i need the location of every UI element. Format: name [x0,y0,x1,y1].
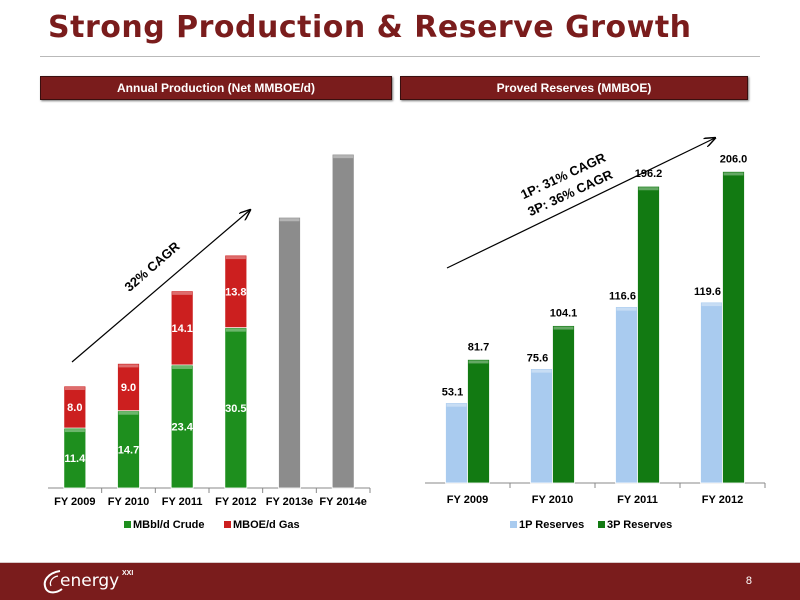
production-chart-header: Annual Production (Net MMBOE/d) [40,76,392,100]
reserves-3p-value: 104.1 [550,308,578,320]
production-x-tick-label: FY 2011 [162,496,203,508]
reserves-3p-bar-highlight [723,172,744,176]
reserves-3p-bar-highlight [553,326,574,330]
production-gas-value: 9.0 [121,382,136,394]
footer-bar: energy XXI 8 [0,563,800,600]
reserves-x-tick-label: FY 2010 [532,494,573,506]
legend-gas-label: MBOE/d Gas [233,519,300,531]
reserves-1p-bar [700,301,723,484]
production-crude-bar-highlight [225,328,246,332]
production-gas-bar-highlight [64,387,85,391]
production-estimate-bar-highlight [279,218,300,222]
legend-crude-label: MBbl/d Crude [133,519,205,531]
reserves-3p-bar [637,185,660,484]
reserves-x-tick-label: FY 2012 [702,494,743,506]
reserves-x-tick-label: FY 2009 [447,494,488,506]
reserves-1p-bar-highlight [701,303,722,307]
production-crude-bar-highlight [172,365,193,369]
production-crude-value: 14.7 [118,444,139,456]
production-cagr-arrow [71,210,250,363]
reserves-chart: FY 2009 53.1 81.7 FY 2010 75.6 104.1 FY 2011 11… [425,153,766,531]
production-cagr-label: 32% CAGR [121,238,183,294]
production-estimate-bar-highlight [333,155,354,159]
legend-gas-swatch [224,521,231,528]
reserves-1p-value: 75.6 [527,353,548,365]
reserves-chart-header: Proved Reserves (MMBOE) [400,76,748,100]
production-x-tick-label: FY 2014e [319,496,367,508]
reserves-3p-value: 206.0 [720,153,748,165]
logo-swoosh-icon [43,570,63,594]
legend-crude-swatch [124,521,131,528]
footer-stripe [0,562,800,563]
reserves-cagr-arrow [446,138,715,269]
reserves-3p-bar [722,171,745,484]
reserves-1p-value: 53.1 [442,387,463,399]
legend-1p-label: 1P Reserves [519,519,584,531]
reserves-1p-bar [615,306,638,484]
production-x-tick-label: FY 2013e [266,496,314,508]
reserves-3p-bar [467,359,490,484]
production-gas-bar-highlight [172,291,193,295]
title-divider [40,56,760,57]
production-x-tick-label: FY 2010 [108,496,149,508]
production-gas-bar-highlight [225,256,246,260]
production-gas-bar-highlight [118,364,139,368]
production-gas-bar [224,254,248,329]
production-x-tick-label: FY 2012 [215,496,256,508]
logo-text: energy [60,571,120,591]
reserves-x-tick-label: FY 2011 [617,494,658,506]
production-gas-bar [63,385,87,429]
production-estimate-bar [278,216,301,489]
production-gas-value: 8.0 [67,402,82,414]
company-logo: energy XXI [40,567,160,595]
reserves-1p-value: 116.6 [609,291,636,303]
production-estimate-bar [331,153,355,489]
reserves-3p-bar [552,325,575,484]
production-gas-value: 14.1 [171,323,192,335]
reserves-3p-value: 81.7 [468,341,489,353]
production-chart: FY 2009 11.4 8.0 FY 2010 14.7 9.0 FY 2011 23.4 1… [48,153,371,531]
production-crude-bar-highlight [64,429,85,433]
legend-1p-swatch [510,521,517,528]
production-crude-value: 11.4 [64,453,86,465]
reserves-3p-bar-highlight [468,360,489,364]
production-crude-value: 23.4 [171,421,193,433]
reserves-3p-bar-highlight [638,187,659,191]
logo-superscript: XXI [122,570,134,577]
reserves-1p-bar [530,368,553,484]
legend-3p-label: 3P Reserves [607,519,672,531]
production-crude-bar-highlight [118,411,139,415]
reserves-1p-bar-highlight [446,403,467,407]
production-gas-bar [117,363,140,412]
reserves-3p-value: 196.2 [635,168,663,180]
reserves-1p-bar-highlight [616,307,637,311]
reserves-1p-bar-highlight [531,369,552,373]
production-gas-value: 13.8 [225,286,246,298]
production-crude-value: 30.5 [225,403,246,415]
page-title: Strong Production & Reserve Growth [48,10,692,45]
reserves-1p-bar [445,402,468,484]
reserves-1p-value: 119.6 [694,286,721,298]
production-gas-bar [170,290,194,366]
legend-3p-swatch [598,521,605,528]
production-x-tick-label: FY 2009 [54,496,95,508]
page-number: 8 [745,575,752,587]
